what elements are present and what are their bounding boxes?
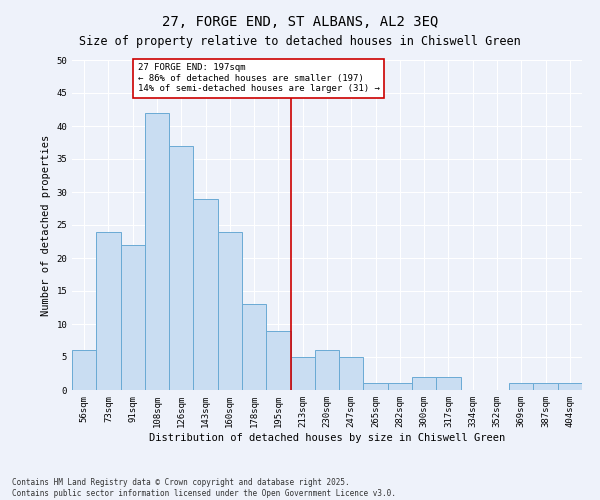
Bar — [193, 198, 218, 390]
Bar — [388, 384, 412, 390]
Bar — [290, 357, 315, 390]
Bar — [96, 232, 121, 390]
Bar — [509, 384, 533, 390]
Text: 27, FORGE END, ST ALBANS, AL2 3EQ: 27, FORGE END, ST ALBANS, AL2 3EQ — [162, 15, 438, 29]
Bar — [533, 384, 558, 390]
Text: Size of property relative to detached houses in Chiswell Green: Size of property relative to detached ho… — [79, 35, 521, 48]
Bar — [145, 113, 169, 390]
Bar — [266, 330, 290, 390]
Bar — [339, 357, 364, 390]
Bar — [315, 350, 339, 390]
Bar — [436, 377, 461, 390]
Text: Contains HM Land Registry data © Crown copyright and database right 2025.
Contai: Contains HM Land Registry data © Crown c… — [12, 478, 396, 498]
Bar — [412, 377, 436, 390]
Y-axis label: Number of detached properties: Number of detached properties — [41, 134, 51, 316]
Bar — [121, 245, 145, 390]
Bar — [72, 350, 96, 390]
Text: 27 FORGE END: 197sqm
← 86% of detached houses are smaller (197)
14% of semi-deta: 27 FORGE END: 197sqm ← 86% of detached h… — [137, 64, 379, 93]
Bar — [364, 384, 388, 390]
Bar — [169, 146, 193, 390]
X-axis label: Distribution of detached houses by size in Chiswell Green: Distribution of detached houses by size … — [149, 432, 505, 442]
Bar — [218, 232, 242, 390]
Bar — [242, 304, 266, 390]
Bar — [558, 384, 582, 390]
